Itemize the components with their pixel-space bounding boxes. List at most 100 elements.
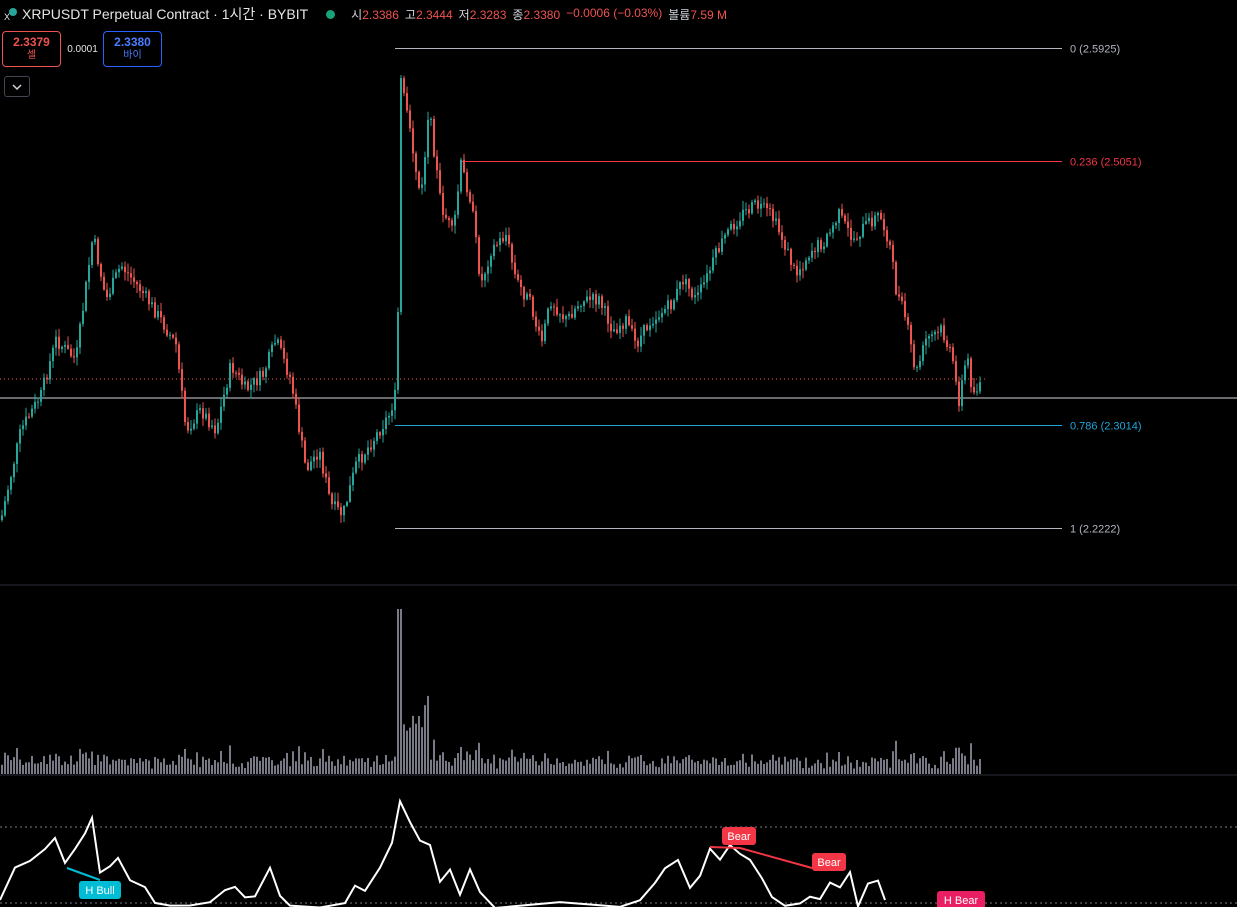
volume-bar: [52, 760, 54, 774]
volume-bar: [85, 752, 87, 774]
candle-body: [67, 345, 69, 349]
candle-body: [124, 266, 126, 273]
volume-bar: [151, 768, 153, 774]
candle-body: [970, 358, 972, 387]
volume-bar: [316, 765, 318, 774]
candle-body: [388, 415, 390, 418]
volume-bar: [211, 765, 213, 774]
volume-bar: [928, 763, 930, 774]
collapse-legend-button[interactable]: [4, 76, 30, 97]
volume-bar: [181, 756, 183, 774]
volume-bar: [394, 756, 396, 774]
candle-body: [100, 264, 102, 277]
volume-bar: [979, 759, 981, 774]
volume-bar: [757, 763, 759, 774]
volume-bar: [526, 758, 528, 774]
volume-bar: [961, 753, 963, 774]
volume-bar: [388, 761, 390, 774]
volume-bar: [76, 761, 78, 774]
volume-bar: [694, 762, 696, 774]
volume-bar: [247, 761, 249, 774]
volume-bar: [232, 763, 234, 774]
volume-bar: [652, 760, 654, 774]
candle-body: [379, 432, 381, 436]
candle-body: [130, 273, 132, 278]
volume-bar: [37, 763, 39, 774]
volume-bar: [175, 764, 177, 774]
volume-bar: [271, 760, 273, 774]
volume-bar: [283, 758, 285, 774]
volume-bar: [532, 755, 534, 774]
fib-level-label: 1 (2.2222): [1070, 524, 1120, 536]
volume-bar: [25, 762, 27, 774]
candle-body: [790, 248, 792, 265]
volume-bar: [838, 752, 840, 774]
volume-bar: [874, 758, 876, 774]
symbol-icon[interactable]: X: [4, 7, 18, 21]
candle-body: [343, 506, 345, 516]
candle-body: [511, 244, 513, 263]
volume-bar: [718, 765, 720, 774]
candle-body: [961, 380, 963, 407]
candle-body: [262, 370, 264, 377]
divergence-label-text: H Bull: [85, 885, 114, 897]
volume-bar: [91, 751, 93, 774]
volume-bar: [322, 749, 324, 774]
sell-button[interactable]: 2.3379 셀: [2, 31, 61, 67]
volume-bar: [814, 763, 816, 774]
candle-body: [520, 279, 522, 288]
volume-bar: [661, 758, 663, 774]
candle-body: [409, 110, 411, 129]
candle-body: [259, 370, 261, 386]
volume-bar: [142, 761, 144, 774]
candle-body: [424, 157, 426, 185]
candle-body: [763, 203, 765, 205]
volume-bar: [727, 765, 729, 774]
volume-bar: [580, 761, 582, 774]
candle-body: [322, 451, 324, 474]
candle-body: [940, 325, 942, 333]
volume-bar: [148, 760, 150, 774]
volume-bar: [478, 742, 480, 774]
candle-body: [526, 293, 528, 300]
volume-bar: [154, 757, 156, 774]
volume-bar: [406, 730, 408, 774]
candle-body: [742, 209, 744, 221]
candle-body: [325, 473, 327, 478]
candle-body: [640, 335, 642, 347]
candle-body: [646, 325, 648, 331]
chart-header: X XRPUSDT Perpetual Contract · 1시간 · BYB…: [0, 0, 1237, 26]
volume-bar: [598, 756, 600, 774]
candle-body: [463, 159, 465, 173]
candle-body: [973, 386, 975, 393]
volume-bar: [937, 768, 939, 774]
volume-bar: [352, 761, 354, 774]
divergence-label-text: Bear: [817, 857, 841, 869]
volume-bar: [520, 758, 522, 774]
volume-bar: [793, 759, 795, 774]
volume-bar: [922, 756, 924, 774]
pane-separators[interactable]: [0, 378, 1237, 904]
volume-bar: [430, 759, 432, 774]
buy-button[interactable]: 2.3380 바이: [103, 31, 162, 67]
volume-bar: [391, 760, 393, 774]
volume-bar: [55, 753, 57, 774]
divergence-label-text: Bear: [727, 831, 751, 843]
candle-body: [748, 209, 750, 214]
candle-body: [355, 461, 357, 473]
candle-body: [766, 203, 768, 209]
volume-bar: [190, 759, 192, 774]
candle-body: [751, 202, 753, 214]
candle-body: [172, 334, 174, 338]
symbol-title[interactable]: XRPUSDT Perpetual Contract · 1시간 · BYBIT: [22, 6, 309, 22]
fibonacci-retracement[interactable]: 0 (2.5925) 0.236 (2.5051) 0.786 (2.3014) 1 …: [395, 44, 1142, 536]
candle-body: [466, 172, 468, 193]
candle-body: [484, 273, 486, 281]
volume-bar: [604, 764, 606, 774]
candle-body: [367, 447, 369, 455]
volume-bar: [697, 761, 699, 774]
volume-bar: [277, 764, 279, 774]
volume-bar: [367, 757, 369, 774]
candle-body: [475, 211, 477, 238]
